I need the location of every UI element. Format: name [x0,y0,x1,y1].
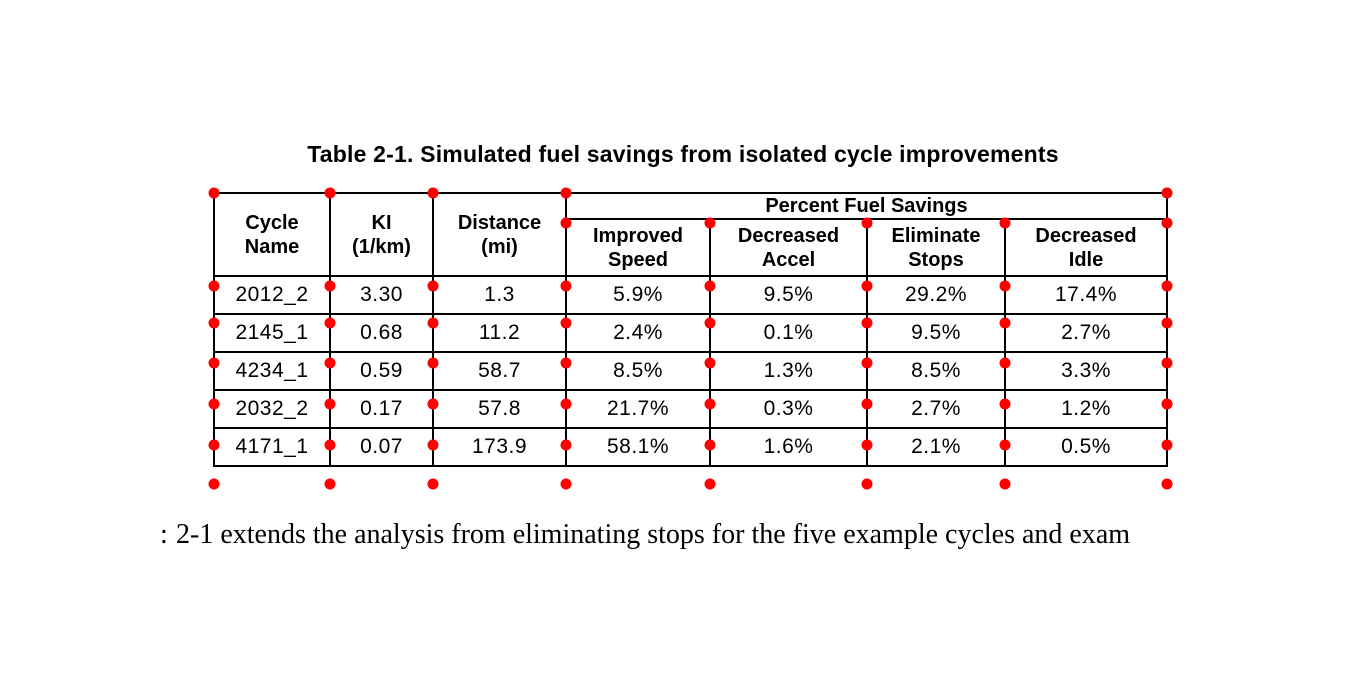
cell-decreased-idle: 17.4% [1004,275,1168,315]
cell-cycle-name: 2145_1 [213,313,331,353]
cell-eliminate-stops: 9.5% [866,313,1006,353]
cell-distance: 58.7 [432,351,567,391]
cell-eliminate-stops: 2.1% [866,427,1006,467]
col-header-ki: KI (1/km) [329,192,434,277]
cell-distance: 173.9 [432,427,567,467]
fuel-savings-table: Cycle Name KI (1/km) Distance (mi) Perce… [213,192,1168,467]
cell-improved-speed: 2.4% [565,313,711,353]
cell-ki: 3.30 [329,275,434,315]
cell-ki: 0.59 [329,351,434,391]
cell-distance: 1.3 [432,275,567,315]
col-header-distance: Distance (mi) [432,192,567,277]
header-row-top: Cycle Name KI (1/km) Distance (mi) Perce… [213,192,1168,277]
col-header-improved-speed: Improved Speed [565,218,711,277]
cell-improved-speed: 8.5% [565,351,711,391]
cell-cycle-name: 2012_2 [213,275,331,315]
cell-eliminate-stops: 2.7% [866,389,1006,429]
grid-intersection-dot [427,478,439,490]
cell-improved-speed: 21.7% [565,389,711,429]
cell-ki: 0.17 [329,389,434,429]
clipped-text-artifact: : [160,518,167,552]
cell-ki: 0.68 [329,313,434,353]
grid-intersection-dot [704,478,716,490]
cell-decreased-accel: 1.3% [709,351,868,391]
grid-intersection-dot [324,478,336,490]
table-row: 4171_1 0.07 173.9 58.1% 1.6% 2.1% 0.5% [213,427,1168,467]
cell-eliminate-stops: 8.5% [866,351,1006,391]
table-row: 4234_1 0.59 58.7 8.5% 1.3% 8.5% 3.3% [213,351,1168,391]
cell-decreased-idle: 2.7% [1004,313,1168,353]
cell-distance: 57.8 [432,389,567,429]
cell-decreased-idle: 1.2% [1004,389,1168,429]
table-row: 2032_2 0.17 57.8 21.7% 0.3% 2.7% 1.2% [213,389,1168,429]
grid-intersection-dot [999,478,1011,490]
grid-intersection-dot [208,478,220,490]
cell-improved-speed: 58.1% [565,427,711,467]
cell-distance: 11.2 [432,313,567,353]
cell-decreased-accel: 9.5% [709,275,868,315]
col-header-cycle-name: Cycle Name [213,192,331,277]
col-header-decreased-accel: Decreased Accel [709,218,868,277]
table-row: 2012_2 3.30 1.3 5.9% 9.5% 29.2% 17.4% [213,275,1168,315]
cell-improved-speed: 5.9% [565,275,711,315]
cell-decreased-accel: 0.1% [709,313,868,353]
cell-decreased-idle: 0.5% [1004,427,1168,467]
span-header-percent-fuel-savings: Percent Fuel Savings [565,192,1168,220]
table-caption: Table 2-1. Simulated fuel savings from i… [307,141,1059,167]
cell-decreased-accel: 1.6% [709,427,868,467]
cell-decreased-accel: 0.3% [709,389,868,429]
cell-eliminate-stops: 29.2% [866,275,1006,315]
col-header-eliminate-stops: Eliminate Stops [866,218,1006,277]
cell-ki: 0.07 [329,427,434,467]
col-header-decreased-idle: Decreased Idle [1004,218,1168,277]
grid-intersection-dot [861,478,873,490]
cell-cycle-name: 4234_1 [213,351,331,391]
table-row: 2145_1 0.68 11.2 2.4% 0.1% 9.5% 2.7% [213,313,1168,353]
grid-intersection-dot [560,478,572,490]
cell-cycle-name: 4171_1 [213,427,331,467]
body-paragraph-text: 2-1 extends the analysis from eliminatin… [176,519,1131,550]
cell-decreased-idle: 3.3% [1004,351,1168,391]
header-row-sub: Improved Speed Decreased Accel Eliminate… [214,218,1168,277]
grid-intersection-dot [1161,478,1173,490]
cell-cycle-name: 2032_2 [213,389,331,429]
